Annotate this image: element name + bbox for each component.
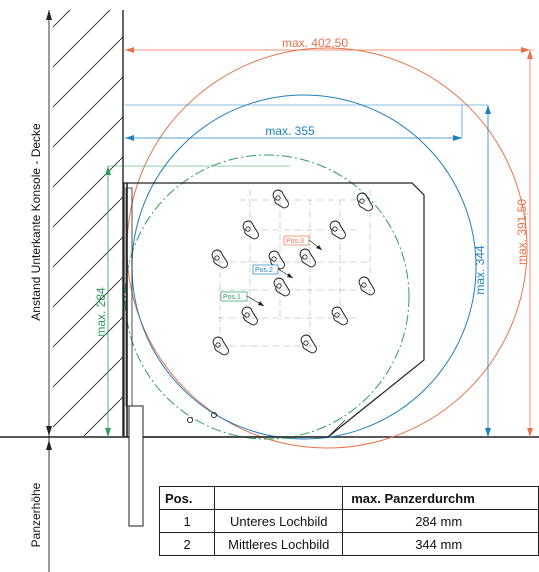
construction-grid xyxy=(218,190,371,350)
svg-text:Pos.3: Pos.3 xyxy=(286,238,304,245)
side-label-upper: Anstand Unterkante Konsole - Decke xyxy=(29,123,43,321)
svg-text:Pos.2: Pos.2 xyxy=(255,267,273,274)
console-plate xyxy=(123,182,425,527)
keyhole-slots xyxy=(211,189,375,356)
svg-text:Pos.1: Pos.1 xyxy=(223,294,241,301)
blue-width-label: max. 355 xyxy=(265,124,315,138)
position-tag-3: Pos.3 xyxy=(283,235,323,251)
blue-height-label: max. 344 xyxy=(473,245,487,295)
blue-dimension: max. 355 max. 344 xyxy=(125,94,491,440)
green-dimension: max. 284 xyxy=(94,154,410,440)
position-tag-1: Pos.1 xyxy=(220,291,265,307)
orange-dimension: max. 402,50 max. 391,50 xyxy=(125,36,535,449)
orange-width-label: max. 402,50 xyxy=(282,36,348,50)
green-height-label: max. 284 xyxy=(94,287,108,337)
left-dimension-line xyxy=(46,10,52,572)
side-label-lower: Panzerhöhe xyxy=(29,482,43,547)
wall xyxy=(53,10,124,436)
orange-height-label: max. 391,50 xyxy=(515,199,529,265)
position-tag-2: Pos.2 xyxy=(252,264,294,279)
